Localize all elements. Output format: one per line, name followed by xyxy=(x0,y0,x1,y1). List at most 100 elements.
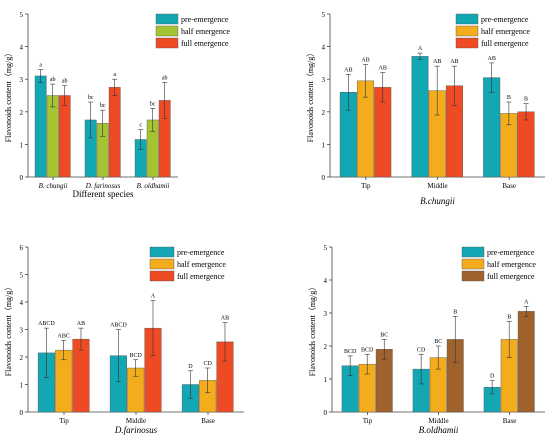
legend-label: half emergence xyxy=(487,260,536,269)
significance-letter: a xyxy=(113,72,116,78)
significance-letter: BC xyxy=(434,339,442,345)
legend-swatch xyxy=(455,13,479,25)
y-tick-label: 0 xyxy=(322,174,326,182)
y-tick-label: 1 xyxy=(324,376,328,384)
legend-label: half emergence xyxy=(177,260,226,269)
y-tick-label: 1 xyxy=(20,382,24,390)
y-tick-label: 0 xyxy=(20,174,24,182)
bar-full-emergence xyxy=(108,87,121,178)
bar-pre-emergence xyxy=(411,56,429,178)
significance-letter: ABC xyxy=(58,334,70,340)
x-tick-label: Tip xyxy=(363,417,373,425)
bar-full-emergence xyxy=(517,111,535,178)
significance-letter: AB xyxy=(344,67,352,73)
bar-half-emergence xyxy=(46,95,59,178)
significance-letter: ABCD xyxy=(110,323,127,329)
legend-swatch xyxy=(149,270,175,282)
y-tick-label: 2 xyxy=(322,109,326,117)
significance-letter: ab xyxy=(50,77,56,83)
significance-letter: bc xyxy=(100,103,106,109)
significance-letter: B xyxy=(453,309,457,315)
legend-swatch xyxy=(149,246,175,258)
significance-letter: AB xyxy=(361,58,369,64)
significance-letter: BCD xyxy=(361,347,374,353)
significance-letter: A xyxy=(524,299,529,305)
significance-letter: AB xyxy=(379,66,387,72)
significance-letter: bc xyxy=(150,102,156,108)
legend-swatch xyxy=(461,270,485,282)
x-tick-label: Middle xyxy=(126,417,146,425)
y-tick-label: 0 xyxy=(20,409,24,417)
y-axis-label: Flavonoids content（mg/g） xyxy=(308,283,317,377)
significance-letter: a xyxy=(39,62,42,68)
legend: pre-emergence half emergence full emergenc… xyxy=(461,246,536,282)
legend: pre-emergence half emergence full emergenc… xyxy=(455,13,530,49)
x-axis-label: B.chungii xyxy=(420,196,455,206)
legend-swatch xyxy=(455,37,479,49)
significance-letter: A xyxy=(418,46,423,52)
legend-swatch xyxy=(461,258,485,270)
x-tick-label: Base xyxy=(201,417,215,425)
y-tick-label: 2 xyxy=(20,109,24,117)
significance-letter: bc xyxy=(88,95,94,101)
legend-swatch xyxy=(155,25,179,37)
legend-swatch xyxy=(155,13,179,25)
x-tick-label: B. oldhamii xyxy=(137,182,170,190)
y-tick-label: 4 xyxy=(20,299,24,307)
significance-letter: BCD xyxy=(344,349,357,355)
y-axis-label: Flavonoids content（mg/g） xyxy=(4,49,13,143)
significance-letter: ab xyxy=(162,75,168,81)
x-tick-label: Middle xyxy=(427,182,447,190)
legend-swatch xyxy=(461,246,485,258)
significance-letter: B xyxy=(524,97,528,103)
significance-letter: AB xyxy=(221,316,229,322)
legend-label: pre-emergence xyxy=(177,248,225,257)
x-tick-label: Base xyxy=(502,182,516,190)
y-tick-label: 4 xyxy=(322,44,326,52)
y-tick-label: 5 xyxy=(20,272,24,280)
y-tick-label: 5 xyxy=(322,11,326,19)
x-tick-label: Base xyxy=(503,417,517,425)
y-tick-label: 5 xyxy=(324,244,328,252)
legend-label: half emergence xyxy=(181,27,230,36)
significance-letter: AB xyxy=(487,56,495,62)
significance-letter: B xyxy=(507,95,511,101)
x-tick-label: Tip xyxy=(59,417,69,425)
significance-letter: ABCD xyxy=(38,321,55,327)
x-tick-label: D. farinosus xyxy=(85,182,121,190)
bar-full-emergence xyxy=(517,311,535,413)
significance-letter: D xyxy=(490,374,495,380)
y-tick-label: 6 xyxy=(20,244,24,252)
legend-label: full emergence xyxy=(487,272,535,281)
legend: pre-emergence half emergence full emergenc… xyxy=(149,246,226,282)
significance-letter: D xyxy=(188,364,193,370)
y-tick-label: 3 xyxy=(324,310,328,318)
legend: pre-emergence half emergence full emergenc… xyxy=(155,13,230,49)
y-tick-label: 2 xyxy=(20,354,24,362)
y-tick-label: 2 xyxy=(324,343,328,351)
x-tick-label: Middle xyxy=(428,417,448,425)
legend-swatch xyxy=(455,25,479,37)
significance-letter: CD xyxy=(204,361,213,367)
legend-label: full emergence xyxy=(181,39,229,48)
significance-letter: CD xyxy=(417,347,426,353)
legend-label: full emergence xyxy=(177,272,225,281)
legend-label: full emergence xyxy=(481,39,529,48)
y-tick-label: 3 xyxy=(322,76,326,84)
y-tick-label: 4 xyxy=(20,44,24,52)
legend-label: pre-emergence xyxy=(487,248,535,257)
significance-letter: ab xyxy=(62,79,68,85)
y-axis-label: Flavonoids content（mg/g） xyxy=(4,283,13,377)
bar-pre-emergence xyxy=(34,75,47,178)
significance-letter: AB xyxy=(77,321,85,327)
x-tick-label: B. chungii xyxy=(39,182,68,190)
y-axis-label: Flavonoids content（mg/g） xyxy=(306,49,315,143)
significance-letter: BC xyxy=(380,332,388,338)
x-axis-label: D.farinosus xyxy=(114,425,158,435)
chart-panel-1: 0 1 2 3 4 5 Flavonoids content（mg/g） B. chungii… xyxy=(4,11,230,199)
x-axis-label: B.oldhamii xyxy=(419,425,459,435)
y-tick-label: 3 xyxy=(20,327,24,335)
y-tick-label: 4 xyxy=(324,277,328,285)
bar-full-emergence xyxy=(58,95,71,178)
